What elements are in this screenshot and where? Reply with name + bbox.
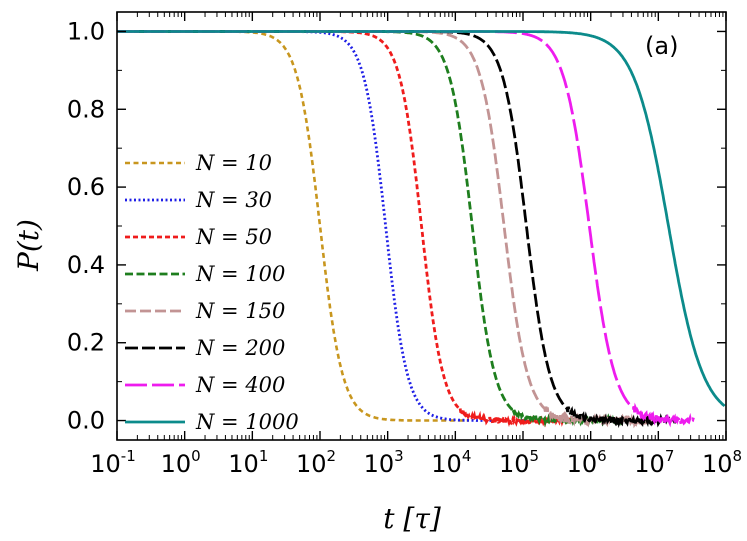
legend-label: N = 50: [195, 225, 272, 249]
legend-label: N = 10: [195, 151, 272, 175]
y-tick-label: 0.0: [67, 407, 105, 435]
legend: N = 10 N = 30 N = 50 N = 100 N = 150 N = 200 N…: [125, 151, 299, 434]
x-tick-label: 106: [567, 447, 607, 478]
series-line-N=50: [117, 30, 572, 429]
series-line-N=100: [117, 30, 623, 428]
axis-ticks: 10-1 100 101 102 103 104 105 106 107 108 0.0 0.2 0.4…: [67, 12, 742, 478]
x-tick-label: 103: [364, 447, 404, 478]
x-axis-label: t [τ]: [383, 502, 441, 535]
series-line-N=10: [117, 30, 469, 422]
x-tick-label: 107: [634, 447, 674, 478]
series-group: [117, 30, 726, 429]
series-line-N=150: [117, 30, 655, 429]
x-tick-label: 105: [499, 447, 539, 478]
y-tick-label: 0.8: [67, 95, 105, 123]
y-tick-label: 0.4: [67, 251, 105, 279]
legend-label: N = 1000: [195, 410, 299, 434]
series-line-N=30: [117, 30, 535, 422]
panel-label: (a): [645, 32, 678, 60]
x-tick-label: 108: [702, 447, 742, 478]
legend-label: N = 200: [195, 336, 285, 360]
x-tick-label: 10-1: [90, 447, 136, 478]
x-tick-label: 102: [296, 447, 336, 478]
legend-label: N = 100: [195, 262, 285, 286]
y-tick-label: 0.6: [67, 173, 105, 201]
legend-label: N = 150: [195, 299, 285, 323]
y-tick-label: 0.2: [67, 329, 105, 357]
x-tick-label: 104: [431, 447, 471, 478]
legend-label: N = 30: [195, 188, 272, 212]
series-line-N=1000: [117, 30, 726, 407]
x-tick-label: 100: [161, 447, 201, 478]
y-axis-label: P(t): [12, 219, 45, 272]
x-tick-label: 101: [228, 447, 268, 478]
y-tick-label: 1.0: [67, 17, 105, 45]
legend-label: N = 400: [195, 373, 285, 397]
